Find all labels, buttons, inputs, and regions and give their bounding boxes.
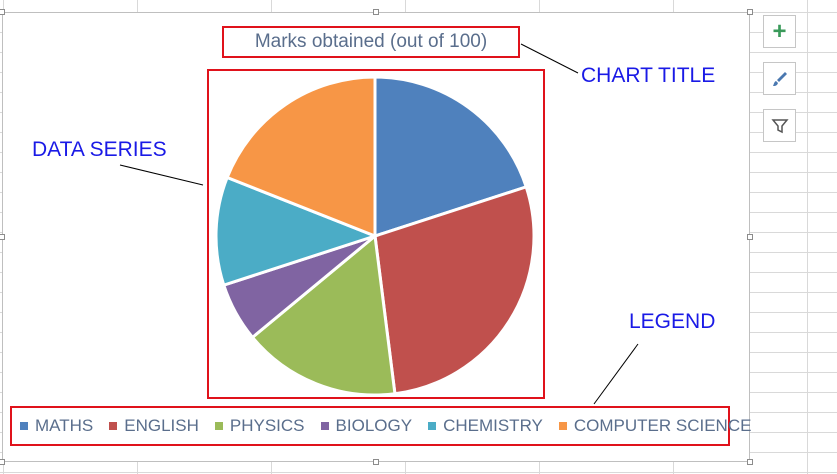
legend-swatch (558, 422, 567, 430)
legend-label: ENGLISH (124, 416, 199, 435)
legend-label: PHYSICS (229, 416, 305, 435)
legend-swatch (214, 422, 223, 430)
legend-label: CHEMISTRY (443, 416, 543, 435)
chart-styles-button[interactable] (763, 62, 796, 95)
legend-label: BIOLOGY (335, 416, 413, 435)
legend-item[interactable]: BIOLOGY (320, 416, 413, 436)
pie-slice-computer-science[interactable] (225, 75, 377, 239)
resize-handle-middle-left[interactable] (0, 234, 5, 240)
resize-handle-middle-right[interactable] (747, 234, 753, 240)
chart-title[interactable]: Marks obtained (out of 100) (222, 26, 520, 58)
plus-icon: + (772, 17, 787, 45)
legend-item[interactable]: PHYSICS (214, 416, 305, 436)
pie-slice-maths[interactable] (373, 75, 529, 239)
pie-slice-english[interactable] (373, 184, 536, 396)
plot-area[interactable] (207, 69, 545, 399)
legend-label: COMPUTER SCIENCE (573, 416, 752, 435)
resize-handle-top-left[interactable] (0, 9, 5, 15)
legend[interactable]: MATHS ENGLISH PHYSICS BIOLOGY CHEMISTRY COMPU… (10, 406, 751, 446)
legend-swatch (320, 422, 329, 430)
legend-item[interactable]: MATHS (20, 416, 93, 436)
pie-slice-physics[interactable] (250, 233, 397, 397)
callout-data-series: DATA SERIES (32, 138, 167, 161)
legend-swatch (20, 422, 28, 430)
callout-legend: LEGEND (629, 310, 716, 333)
legend-item[interactable]: ENGLISH (109, 416, 199, 436)
add-chart-element-button[interactable]: + (763, 15, 796, 48)
resize-handle-bottom-left[interactable] (0, 459, 5, 465)
pie-chart (214, 75, 536, 397)
resize-handle-top-center[interactable] (373, 9, 379, 15)
filter-icon (770, 118, 789, 133)
pie-slice-chemistry[interactable] (214, 175, 380, 288)
chart-filters-button[interactable] (763, 109, 796, 142)
legend-item[interactable]: CHEMISTRY (428, 416, 543, 436)
resize-handle-bottom-right[interactable] (747, 459, 753, 465)
legend-swatch (109, 422, 118, 430)
legend-label: MATHS (35, 416, 94, 435)
resize-handle-top-right[interactable] (747, 9, 753, 15)
legend-swatch (428, 422, 437, 430)
legend-item[interactable]: COMPUTER SCIENCE (558, 416, 752, 436)
brush-icon (772, 71, 787, 86)
callout-chart-title: CHART TITLE (581, 64, 716, 87)
resize-handle-bottom-center[interactable] (373, 459, 379, 465)
